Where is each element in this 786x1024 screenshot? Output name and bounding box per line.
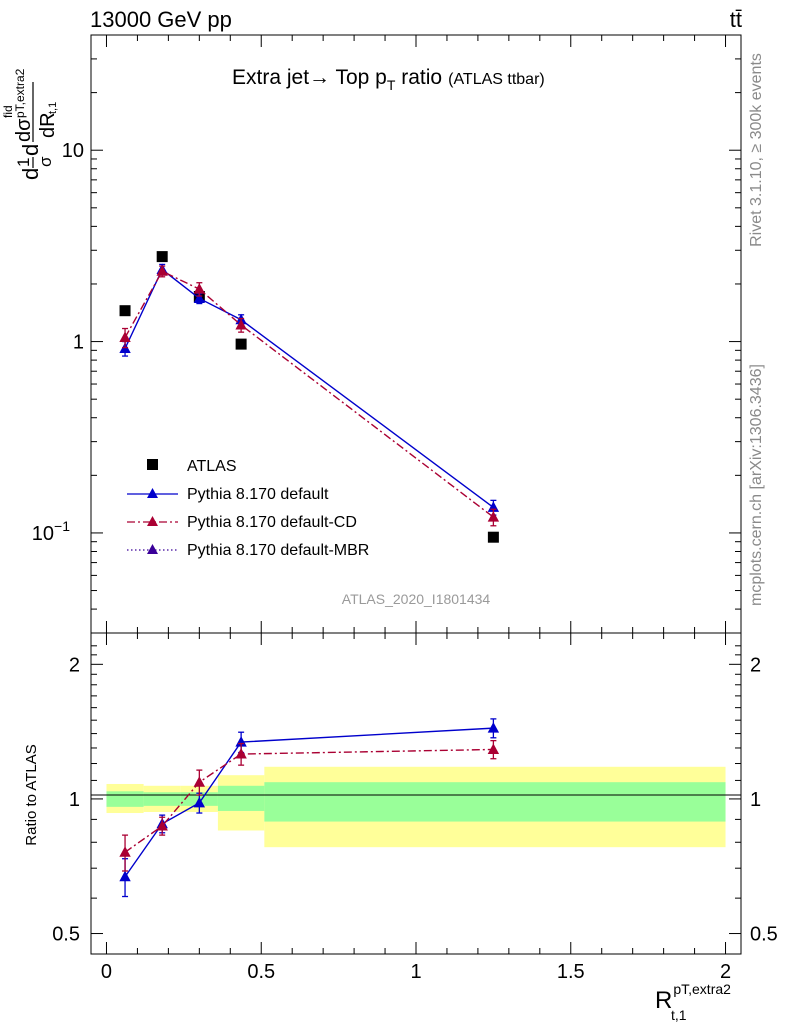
x-axis-label: RpT,extra2 [655,981,731,1014]
main-y-tick-label: 10−1 [32,518,70,545]
x-tick-label: 1.5 [557,961,585,983]
x-tick-label: 0.5 [247,961,275,983]
legend-default-label: Pythia 8.170 default [187,486,329,503]
ratio-series-point [193,796,206,808]
ylabel-inner-sub: pT,extra2 [13,68,27,118]
main-series-point [487,511,500,522]
legend: ATLAS Pythia 8.170 default Pythia 8.170 … [127,458,369,559]
ratio-uncertainty-bands [106,766,726,848]
ratio-band-inner [217,785,265,811]
ratio-band-inner [143,792,181,806]
ylabel-frac-num: 1 [14,158,33,167]
x-tick-label: 2 [720,961,731,983]
main-plot-panel: 10−1 1 10 Extra jet→ Top pT ratio (ATLAS tt… [1,34,742,634]
ratio-plot-panel: 0.5 0.5 1 1 2 2 0 0.5 1 1.5 2 Ratio to ATLAS RpT,… [23,35,778,1023]
ratio-series-point [193,776,206,787]
main-series-point [119,331,131,343]
ratio-y-tick-label: 1 [69,789,80,811]
main-atlas-point [235,338,247,350]
legend-default-marker [147,488,158,498]
ratio-y-axis-label: Ratio to ATLAS [23,744,40,845]
ratio-y-tick-label: 2 [69,654,80,676]
main-y-axis-label: d 1 σ d dσ fid pT,extra2 dR t,1 [1,68,59,180]
ylabel-inner-num: dσ [13,118,35,142]
main-series-point [235,319,247,330]
ratio-y-tick-label-right: 1 [750,789,761,811]
analysis-tag: ATLAS_2020_I1801434 [342,591,491,607]
ratio-y-ticks: 0.5 0.5 1 1 2 2 [52,645,778,946]
ylabel-d1: d [18,168,43,180]
main-atlas-point [156,251,168,263]
main-y-ticks: 10−1 1 10 [32,34,741,634]
main-atlas-point [487,531,499,543]
ratio-series-point [119,846,131,857]
main-atlas-point [119,305,131,317]
mcplots-label: mcplots.cern.ch [arXiv:1306.3436] [748,364,765,606]
main-series-point [156,265,168,276]
ylabel-inner-sup: fid [1,105,15,118]
legend-mbr-label: Pythia 8.170 default-MBR [187,542,369,559]
x-axis-label-sub: t,1 [671,1007,687,1023]
plot-title: Extra jet→ Top pT ratio (ATLAS ttbar) [232,66,545,93]
legend-atlas-label: ATLAS [187,458,237,475]
ylabel-inner-den: dR [37,112,59,138]
ratio-x-ticks: 0 0.5 1 1.5 2 [101,35,731,983]
main-series-line [124,268,494,508]
ratio-band-inner [264,782,726,822]
legend-mbr-marker [147,544,158,554]
ylabel-frac-den: σ [36,156,55,167]
process-label: tt̄ [730,7,742,32]
main-plot-content [119,251,500,543]
main-series-point [193,283,206,294]
ratio-y-tick-label-right: 2 [750,654,761,676]
ratio-band-inner [106,791,144,807]
main-y-tick-label: 10 [62,140,84,162]
main-y-tick-label: 1 [73,332,84,354]
legend-atlas-marker [147,459,158,470]
rivet-version-label: Rivet 3.1.10, ≥ 300k events [748,53,765,247]
ylabel-d2: d [18,144,43,156]
ratio-series-point [487,743,500,754]
ylabel-inner-den-sub: t,1 [47,102,59,114]
ratio-y-tick-label: 0.5 [52,924,80,946]
ratio-series-point [235,748,247,759]
main-series-line [124,270,494,518]
x-tick-label: 1 [410,961,421,983]
x-tick-label: 0 [101,961,112,983]
collision-label: 13000 GeV pp [90,7,232,32]
ratio-plot-content [119,718,500,898]
legend-cd-marker [147,516,158,526]
ratio-series-point [119,870,131,882]
main-series-point [193,292,206,303]
ratio-series-point [156,819,168,831]
ratio-y-tick-label-right: 0.5 [750,924,778,946]
legend-cd-label: Pythia 8.170 default-CD [187,514,357,531]
ratio-series-point [487,722,500,733]
